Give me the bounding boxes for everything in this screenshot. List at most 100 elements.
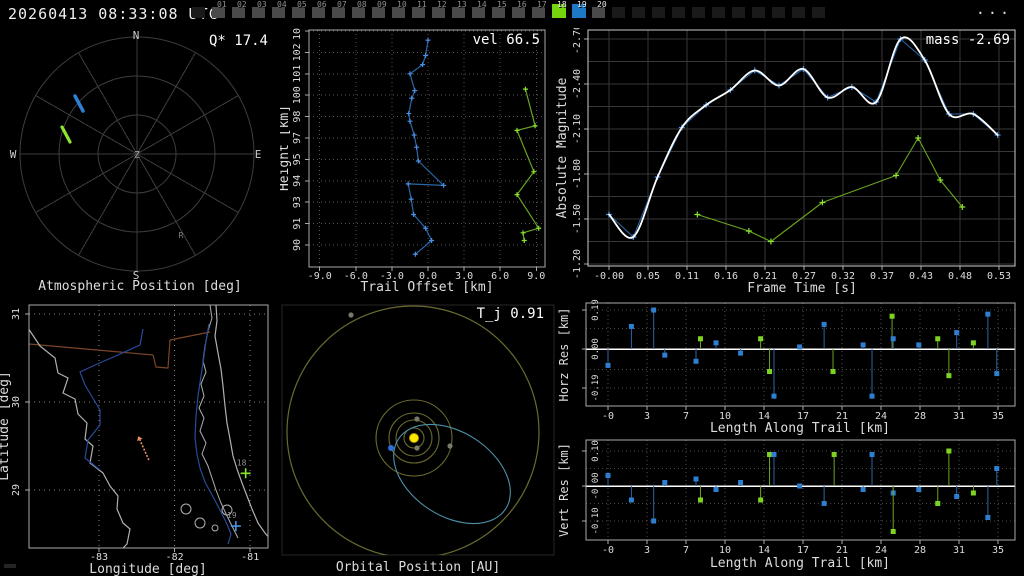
compass-west: W bbox=[10, 148, 17, 161]
frame-box-empty[interactable] bbox=[752, 7, 765, 18]
x-axis-label: Length Along Trail [km] bbox=[710, 556, 890, 571]
frame-box-15[interactable] bbox=[492, 7, 505, 18]
residual-marker-green bbox=[970, 490, 976, 496]
tick-label: -0 bbox=[602, 545, 614, 556]
tick-label: 97 bbox=[292, 132, 303, 144]
frame-box-empty[interactable] bbox=[812, 7, 825, 18]
residual-marker-blue bbox=[662, 480, 668, 485]
frame-box-01[interactable] bbox=[212, 7, 225, 18]
compass-north: N bbox=[133, 29, 140, 42]
atlantic-coastline bbox=[214, 305, 268, 538]
station-number: 19 bbox=[227, 511, 237, 520]
residual-marker-blue bbox=[869, 452, 875, 457]
residual-marker-blue bbox=[994, 466, 1000, 471]
frame-box-empty[interactable] bbox=[192, 7, 205, 18]
panel-title-q: Q* 17.4 bbox=[209, 33, 268, 49]
frame-number: 17 bbox=[537, 0, 547, 9]
frame-box-12[interactable] bbox=[432, 7, 445, 18]
frame-box-19[interactable] bbox=[572, 4, 586, 18]
panel-orbital-position: T_j 0.91 Orbital Position [AU] bbox=[280, 296, 556, 576]
meteoroid-orbit-ellipse bbox=[393, 423, 511, 525]
tick-label: -3.0 bbox=[380, 271, 404, 282]
frame-box-11[interactable] bbox=[412, 7, 425, 18]
residual-stems bbox=[605, 448, 1000, 534]
residual-marker-blue bbox=[771, 452, 777, 457]
tick-label: 98 bbox=[292, 111, 303, 123]
frame-box-17[interactable] bbox=[532, 7, 545, 18]
frame-box-empty[interactable] bbox=[692, 7, 705, 18]
residual-marker-blue bbox=[954, 330, 960, 336]
tick-label: 35 bbox=[992, 545, 1004, 556]
frame-number: 07 bbox=[337, 0, 347, 9]
inland-waterway bbox=[198, 305, 239, 539]
tick-label: 17 bbox=[797, 545, 809, 556]
frame-box-empty[interactable] bbox=[772, 7, 785, 18]
tick-label: -2.70 bbox=[572, 28, 583, 54]
orbit-diagram bbox=[286, 305, 540, 555]
frame-box-07[interactable] bbox=[332, 7, 345, 18]
tick-label: 14 bbox=[758, 411, 770, 422]
frame-box-20[interactable] bbox=[592, 7, 605, 18]
panel-title-mass: mass -2.69 bbox=[926, 32, 1010, 48]
residual-marker-blue bbox=[605, 473, 611, 478]
frame-box-empty[interactable] bbox=[712, 7, 725, 18]
frame-box-empty[interactable] bbox=[672, 7, 685, 18]
tick-label: 3.0 bbox=[455, 271, 473, 282]
residual-marker-blue bbox=[771, 393, 777, 399]
radiant-label: R bbox=[179, 231, 184, 240]
frame-box-empty[interactable] bbox=[612, 7, 625, 18]
tick-label: 6.0 bbox=[491, 271, 509, 282]
frame-box-empty[interactable] bbox=[732, 7, 745, 18]
ellipsis-menu-icon[interactable]: ... bbox=[975, 0, 1012, 18]
x-axis-label: Trail Offset [km] bbox=[360, 280, 493, 295]
tick-label: 7 bbox=[683, 411, 689, 422]
frame-number: 20 bbox=[597, 0, 607, 9]
y-axis-label: Absolute Magnitude bbox=[556, 77, 570, 218]
frame-box-16[interactable] bbox=[512, 7, 525, 18]
frame-box-09[interactable] bbox=[372, 7, 385, 18]
y-axis-label: Vert Res [km] bbox=[557, 443, 571, 537]
y-axis-label: Horz Res [km] bbox=[557, 308, 571, 402]
tick-label: 31 bbox=[953, 411, 965, 422]
frame-box-empty[interactable] bbox=[652, 7, 665, 18]
tick-label: -2.40 bbox=[572, 69, 583, 99]
tick-label: 31 bbox=[11, 308, 22, 320]
tick-label: -0.19 bbox=[591, 374, 601, 401]
frame-box-10[interactable] bbox=[392, 7, 405, 18]
panel-ground-map: -83 -82 -81 31 30 29 18 19 Latitude [deg] Longitu… bbox=[0, 296, 280, 576]
frame-box-02[interactable] bbox=[232, 7, 245, 18]
panel-trail-offset: -9.0 -6.0 -3.0 0.0 3.0 6.0 9.0 104 102 101 100 98 97… bbox=[277, 22, 556, 296]
frame-box-03[interactable] bbox=[252, 7, 265, 18]
tick-label: 17 bbox=[797, 411, 809, 422]
frame-box-13[interactable] bbox=[452, 7, 465, 18]
frame-box-empty[interactable] bbox=[632, 7, 645, 18]
tick-label: 104 bbox=[292, 28, 303, 40]
frame-box-14[interactable] bbox=[472, 7, 485, 18]
frame-box-08[interactable] bbox=[352, 7, 365, 18]
x-axis-label: Atmospheric Position [deg] bbox=[38, 279, 242, 294]
frame-number: 06 bbox=[317, 0, 327, 9]
panel-vert-res: -0 3 7 10 14 17 21 24 28 31 35 0.10 -0.00 -0.10 Vert R… bbox=[556, 436, 1024, 576]
frame-box-04[interactable] bbox=[272, 7, 285, 18]
tick-label: 14 bbox=[758, 545, 770, 556]
residual-marker-blue bbox=[662, 352, 668, 358]
tick-label: 10 bbox=[719, 545, 731, 556]
y-axis-label: Height [km] bbox=[280, 105, 292, 191]
orbital-position-plot: T_j 0.91 Orbital Position [AU] bbox=[281, 304, 555, 575]
tick-label: 90 bbox=[292, 239, 303, 251]
frame-box-18[interactable] bbox=[552, 4, 566, 18]
frame-number: 04 bbox=[277, 0, 287, 9]
tick-label: 21 bbox=[836, 545, 848, 556]
residual-marker-blue bbox=[797, 483, 803, 489]
frame-box-05[interactable] bbox=[292, 7, 305, 18]
tick-label: 0.11 bbox=[675, 271, 699, 282]
frame-number: 02 bbox=[237, 0, 247, 9]
frame-box-empty[interactable] bbox=[792, 7, 805, 18]
frame-box-06[interactable] bbox=[312, 7, 325, 18]
residual-marker-blue bbox=[985, 515, 991, 520]
gulf-coastline bbox=[29, 328, 131, 548]
tick-label: -9.0 bbox=[308, 271, 332, 282]
residual-marker-green bbox=[758, 497, 764, 503]
